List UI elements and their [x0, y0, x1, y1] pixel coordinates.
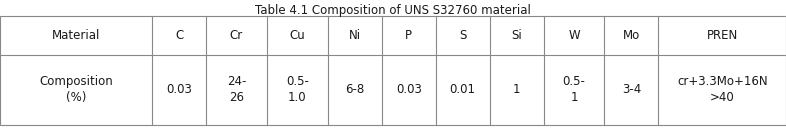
Text: W: W	[568, 29, 580, 42]
Text: PREN: PREN	[707, 29, 738, 42]
Text: 24-
26: 24- 26	[227, 75, 246, 104]
Text: Material: Material	[52, 29, 101, 42]
Text: 6-8: 6-8	[345, 83, 365, 96]
Bar	[0, 16, 786, 125]
Text: cr+3.3Mo+16N
>40: cr+3.3Mo+16N >40	[677, 75, 768, 104]
Text: 0.03: 0.03	[396, 83, 421, 96]
Text: Composition
(%): Composition (%)	[39, 75, 113, 104]
Text: Mo: Mo	[623, 29, 640, 42]
Text: 1: 1	[513, 83, 520, 96]
Text: Table 4.1 Composition of UNS S32760 material: Table 4.1 Composition of UNS S32760 mate…	[255, 4, 531, 17]
Text: P: P	[406, 29, 412, 42]
Text: 0.03: 0.03	[166, 83, 192, 96]
Text: 3-4: 3-4	[622, 83, 641, 96]
Text: Cu: Cu	[289, 29, 305, 42]
Text: S: S	[459, 29, 466, 42]
Text: C: C	[175, 29, 183, 42]
Text: Cr: Cr	[230, 29, 243, 42]
Text: Ni: Ni	[349, 29, 361, 42]
Text: 0.5-
1: 0.5- 1	[563, 75, 586, 104]
Text: 0.01: 0.01	[450, 83, 476, 96]
Text: Si: Si	[511, 29, 522, 42]
Text: 0.5-
1.0: 0.5- 1.0	[286, 75, 309, 104]
